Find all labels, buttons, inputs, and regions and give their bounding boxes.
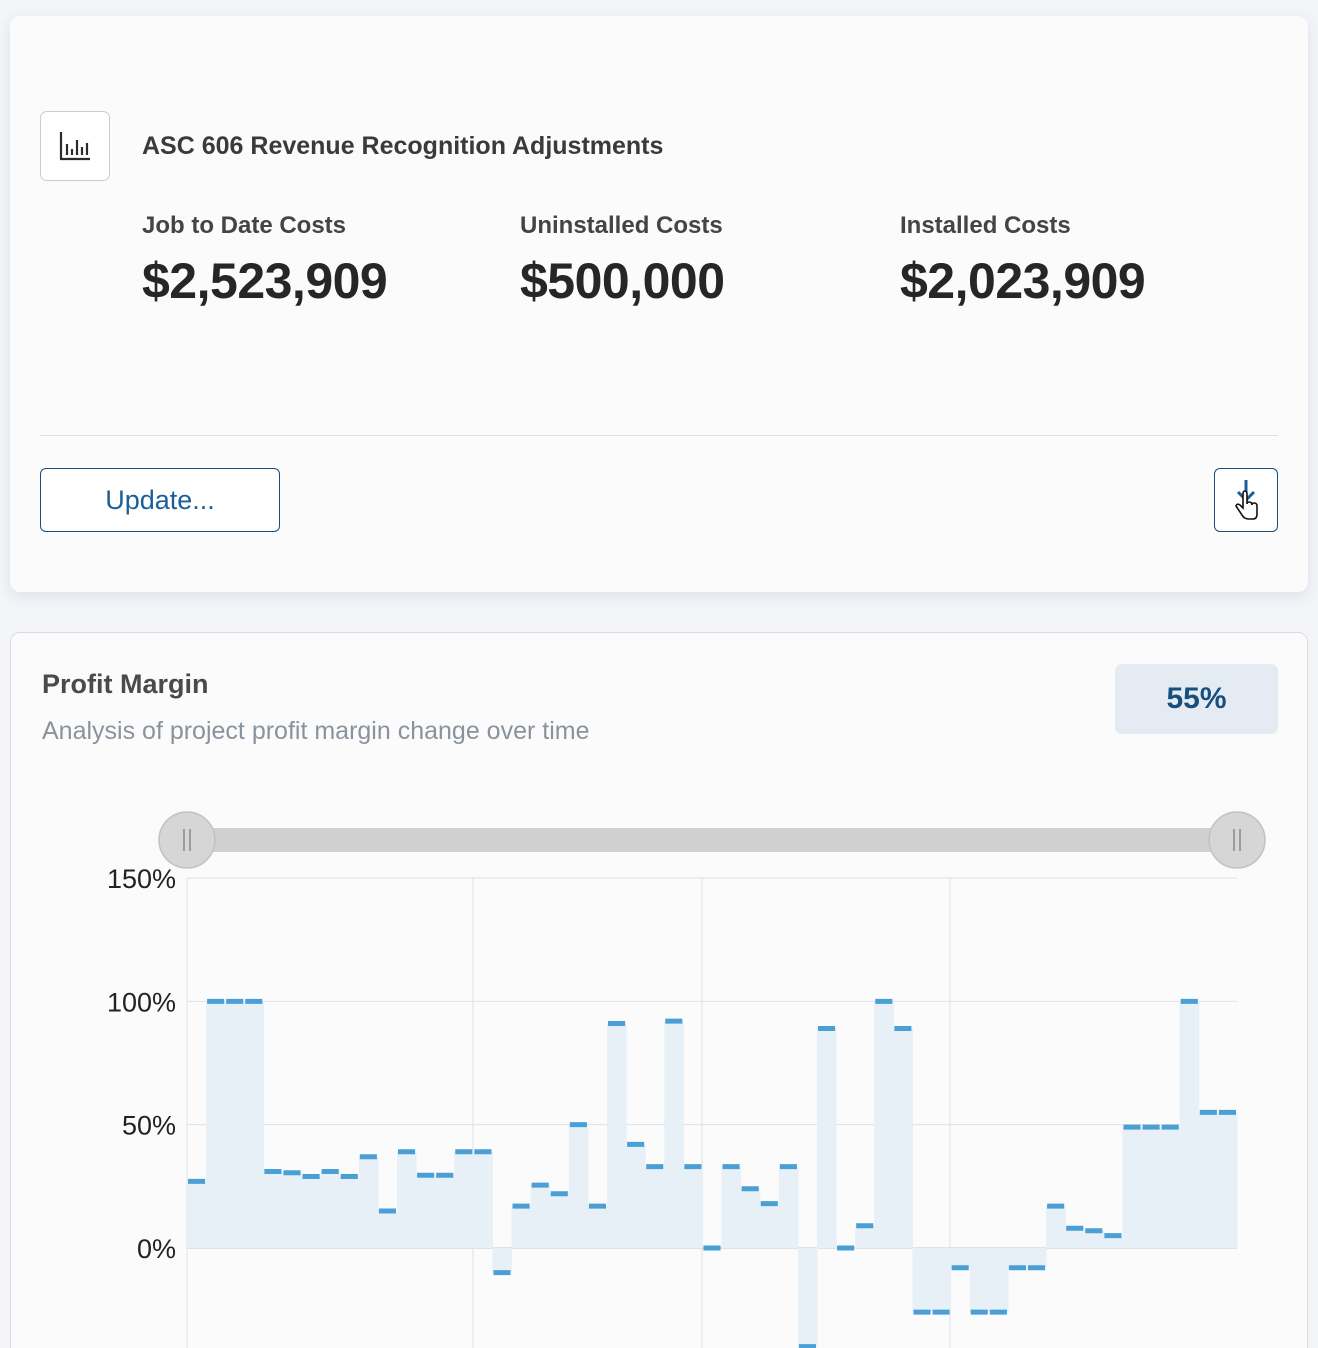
range-slider-track[interactable]	[187, 828, 1237, 852]
area-segment	[320, 1171, 341, 1248]
bar-chart-icon	[40, 111, 110, 181]
area-segment	[1160, 1127, 1181, 1248]
metric-uninstalled: Uninstalled Costs $500,000	[520, 212, 725, 310]
area-segment	[511, 1206, 532, 1248]
area-segment	[397, 1151, 417, 1248]
area-segment	[549, 1193, 570, 1248]
area-segment	[473, 1151, 493, 1248]
range-slider-right-handle[interactable]	[1208, 811, 1266, 869]
metric-label: Job to Date Costs	[142, 212, 347, 239]
area-segment	[931, 1248, 952, 1313]
area-segment	[950, 1248, 971, 1268]
range-slider-left-handle[interactable]	[158, 811, 216, 869]
area-segment	[225, 1001, 245, 1248]
area-segment	[893, 1028, 913, 1248]
y-tick-label: 0%	[137, 1234, 176, 1264]
y-tick-label: 50%	[122, 1111, 176, 1141]
area-segment	[282, 1172, 303, 1248]
metric-job-to-date: Job to Date Costs $2,523,909	[142, 212, 388, 310]
area-segment	[1084, 1230, 1104, 1248]
area-segment	[759, 1203, 780, 1248]
area-segment	[664, 1021, 684, 1248]
download-button[interactable]	[1214, 468, 1278, 532]
area-segment	[358, 1156, 379, 1248]
update-button[interactable]: Update...	[40, 468, 280, 532]
area-segment	[263, 1171, 283, 1248]
divider	[40, 435, 1278, 436]
profit-margin-subtitle: Analysis of project profit margin change…	[42, 717, 590, 745]
area-segment	[1198, 1112, 1219, 1248]
area-segment	[1046, 1206, 1066, 1248]
area-segment	[740, 1188, 761, 1248]
area-segment	[187, 1181, 207, 1248]
area-segment	[206, 1001, 226, 1248]
area-segment	[339, 1176, 360, 1248]
area-segment	[1007, 1248, 1028, 1268]
area-segment	[626, 1144, 646, 1248]
area-segment	[1027, 1248, 1047, 1268]
area-segment	[969, 1248, 990, 1313]
area-segment	[721, 1166, 742, 1248]
metric-value: $2,023,909	[900, 253, 1146, 309]
area-segment	[1179, 1001, 1200, 1248]
metric-label: Uninstalled Costs	[520, 212, 723, 239]
metric-label: Installed Costs	[900, 212, 1071, 239]
area-segment	[778, 1166, 799, 1248]
area-segment	[377, 1211, 398, 1248]
area-segment	[244, 1001, 264, 1248]
profit-margin-title: Profit Margin	[42, 669, 209, 699]
y-tick-label: 150%	[107, 864, 176, 894]
metric-installed: Installed Costs $2,023,909	[900, 212, 1146, 310]
area-segment	[797, 1248, 818, 1347]
download-icon	[1235, 480, 1258, 520]
area-segment	[530, 1185, 551, 1248]
area-segment	[874, 1001, 894, 1248]
area-segment	[1065, 1228, 1085, 1248]
area-segment	[1217, 1112, 1238, 1248]
area-segment	[1141, 1127, 1162, 1248]
area-segment	[988, 1248, 1009, 1313]
metric-value: $2,523,909	[142, 253, 388, 309]
area-segment	[855, 1225, 875, 1248]
asc606-card: ASC 606 Revenue Recognition Adjustments …	[10, 16, 1308, 592]
area-segment	[1122, 1127, 1143, 1248]
area-segment	[416, 1175, 436, 1248]
area-segment	[1103, 1235, 1123, 1248]
area-segment	[587, 1206, 608, 1248]
card-title: ASC 606 Revenue Recognition Adjustments	[142, 132, 664, 160]
area-segment	[492, 1248, 513, 1273]
area-segment	[645, 1166, 665, 1248]
area-segment	[683, 1166, 703, 1248]
metric-value: $500,000	[520, 253, 725, 309]
area-segment	[607, 1023, 627, 1248]
area-segment	[435, 1175, 455, 1248]
area-segment	[912, 1248, 933, 1313]
area-segment	[301, 1176, 322, 1248]
y-tick-label: 100%	[107, 987, 176, 1017]
area-segment	[568, 1124, 589, 1248]
area-segment	[817, 1028, 837, 1248]
profit-margin-badge: 55%	[1115, 664, 1278, 734]
area-segment	[454, 1151, 474, 1248]
